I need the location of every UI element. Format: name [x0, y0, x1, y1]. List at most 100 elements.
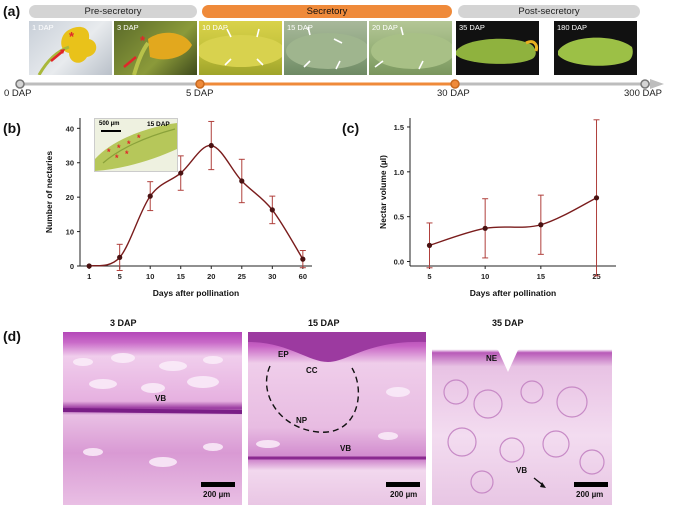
x-tick-label: 25	[238, 272, 246, 281]
fruit-illustration	[558, 37, 633, 66]
annotation-ne: NE	[486, 354, 498, 363]
tissue-texture	[63, 353, 242, 467]
phase-bar-secretory: Secretory	[202, 5, 452, 18]
y-axis-label: Number of nectaries	[44, 151, 54, 233]
svg-text:*: *	[137, 133, 141, 143]
x-tick-label: 5	[118, 272, 122, 281]
timeline-tick: 5 DAP	[186, 88, 214, 99]
y-tick-label: 1.5	[394, 123, 404, 132]
fruit-illustration	[286, 26, 367, 70]
scale-label: 200 µm	[390, 490, 418, 499]
scale-bar	[201, 482, 235, 487]
svg-text:*: *	[107, 147, 111, 157]
panel-c-label: (c)	[342, 120, 360, 136]
svg-text:*: *	[127, 139, 131, 149]
photo-35-dap: 35 DAP	[456, 21, 539, 75]
photo-15-dap: 15 DAP	[284, 21, 367, 75]
fruit-illustration	[199, 28, 282, 67]
fruit-illustration	[456, 38, 538, 64]
data-point	[269, 207, 275, 213]
data-point	[300, 256, 306, 262]
y-tick-label: 0.0	[394, 258, 404, 267]
phase-bar-post-secretory: Post-secretory	[458, 5, 640, 18]
photo-label: 15 DAP	[287, 23, 313, 32]
data-point	[482, 225, 488, 231]
data-point	[538, 222, 544, 228]
svg-text:*: *	[115, 153, 119, 163]
data-point	[178, 170, 184, 176]
scale-label: 200 µm	[203, 490, 231, 499]
photo-180-dap: 180 DAP	[554, 21, 637, 75]
annotation-vb: VB	[516, 466, 528, 475]
flower-illustration: *	[123, 32, 192, 75]
annotation-vb: VB	[340, 444, 352, 453]
annotation-cc: CC	[306, 366, 318, 375]
micro-title-3-dap: 3 DAP	[110, 318, 137, 328]
data-point	[86, 263, 92, 269]
annotation-np: NP	[296, 416, 308, 425]
timeline-tick: 0 DAP	[4, 88, 32, 99]
series-line	[88, 144, 304, 267]
y-tick-label: 40	[66, 124, 74, 133]
data-point	[593, 195, 600, 201]
x-axis-label: Days after pollination	[470, 288, 556, 298]
fruit-illustration	[371, 26, 452, 70]
photo-label: 20 DAP	[372, 23, 398, 32]
photo-label: 3 DAP	[117, 23, 139, 32]
data-point	[426, 242, 433, 248]
timeline-tick: 30 DAP	[437, 88, 470, 99]
x-tick-label: 30	[268, 272, 276, 281]
photo-20-dap: 20 DAP	[369, 21, 452, 75]
timeline	[15, 79, 664, 89]
tissue-texture	[432, 332, 612, 494]
y-axis-label: Nectar volume (µl)	[378, 155, 388, 229]
y-tick-label: 20	[66, 193, 74, 202]
photo-label: 10 DAP	[202, 23, 228, 32]
y-tick-label: 0	[70, 262, 74, 271]
photo-label: 180 DAP	[557, 23, 588, 32]
x-tick-label: 60	[299, 272, 307, 281]
y-tick-label: 10	[66, 228, 74, 237]
x-tick-label: 15	[537, 272, 545, 281]
photo-10-dap: 10 DAP	[199, 21, 282, 75]
micrograph-35-dap: NE VB 200 µm	[432, 332, 612, 505]
photo-label: 1 DAP	[32, 23, 54, 32]
x-tick-label: 1	[87, 272, 91, 281]
x-tick-label: 15	[177, 272, 185, 281]
nectar-volume-chart: 0.0 0.5 1.0 1.5 5 10 15 25 Days after pollinatio…	[378, 118, 616, 298]
panel-a-label: (a)	[3, 3, 21, 19]
data-point	[208, 142, 214, 149]
x-tick-label: 20	[207, 272, 215, 281]
svg-text:*: *	[117, 143, 121, 153]
fruit-illustration: * * * ** *	[95, 123, 177, 171]
inset-scale-label: 500 µm	[99, 121, 120, 127]
micrograph-15-dap: EP CC NP VB 200 µm	[248, 332, 426, 505]
scale-label: 200 µm	[576, 490, 604, 499]
scale-bar	[386, 482, 420, 487]
x-tick-label: 10	[146, 272, 154, 281]
inset-scale-bar	[101, 130, 121, 132]
inset-label: 15 DAP	[147, 121, 170, 128]
panel-d-label: (d)	[3, 328, 21, 344]
annotation-vb: VB	[155, 394, 167, 403]
svg-text:*: *	[125, 149, 129, 159]
data-point	[117, 254, 123, 260]
annotation-ep: EP	[278, 350, 289, 359]
photo-label: 35 DAP	[459, 23, 485, 32]
data-point	[147, 193, 153, 199]
x-tick-label: 25	[592, 272, 600, 281]
tissue-texture	[248, 332, 426, 460]
micro-title-15-dap: 15 DAP	[308, 318, 340, 328]
panel-b-label: (b)	[3, 120, 21, 136]
y-tick-label: 1.0	[394, 168, 404, 177]
photo-3-dap: * 3 DAP	[114, 21, 197, 75]
flower-illustration: *	[37, 26, 97, 75]
series-line	[429, 197, 597, 247]
x-axis-label: Days after pollination	[153, 288, 239, 298]
scale-bar	[574, 482, 608, 487]
phase-bar-pre-secretory: Pre-secretory	[29, 5, 197, 18]
svg-text:*: *	[69, 29, 75, 44]
micro-title-35-dap: 35 DAP	[492, 318, 524, 328]
x-tick-label: 5	[427, 272, 431, 281]
